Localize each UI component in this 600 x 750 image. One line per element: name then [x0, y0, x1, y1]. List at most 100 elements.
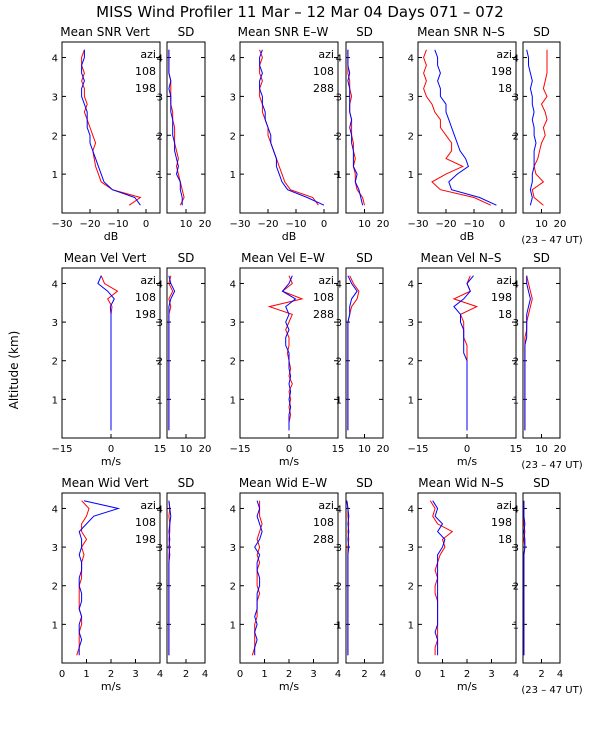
x-tick-label: 20 — [554, 444, 567, 455]
x-tick-label: 4 — [202, 669, 208, 680]
legend-title: azi — [496, 499, 512, 512]
x-tick-label: 0 — [286, 444, 292, 455]
legend-entry-red: 108 — [135, 65, 156, 78]
y-tick-label: 2 — [230, 357, 236, 368]
y-tick-label: 4 — [336, 279, 342, 290]
y-tick-label: 3 — [336, 543, 342, 554]
x-tick-label: 3 — [488, 669, 494, 680]
legend-entry-red: 198 — [491, 65, 512, 78]
y-tick-label: 4 — [157, 54, 163, 65]
series-line-288 — [254, 500, 263, 656]
panel-title: Mean SNR E–W — [238, 25, 329, 39]
y-tick-label: 4 — [157, 504, 163, 515]
y-tick-label: 1 — [52, 395, 58, 406]
wid-mean-panel-2: Mean Wid N–S 1 2 3 4 0 1 2 3 4 m/s azi 198 18 — [408, 476, 520, 693]
plot-frame — [345, 267, 384, 439]
legend-entry-red: 108 — [313, 291, 334, 304]
plot-frame — [417, 41, 517, 214]
x-tick-label: 20 — [199, 444, 212, 455]
panel-title: Mean Wid N–S — [418, 476, 503, 490]
series-line-108 — [76, 500, 90, 656]
series-line-288 — [347, 275, 358, 431]
y-tick-label: 2 — [52, 357, 58, 368]
x-tick-label: 0 — [464, 444, 470, 455]
series-line-18 — [432, 500, 446, 656]
y-tick-label: 4 — [230, 279, 236, 290]
y-tick-label: 1 — [336, 170, 342, 181]
x-tick-label: 2 — [183, 669, 189, 680]
legend-entry-red: 108 — [135, 516, 156, 529]
y-tick-label: 1 — [157, 620, 163, 631]
y-tick-label: 4 — [52, 279, 58, 290]
y-tick-label: 2 — [336, 131, 342, 142]
row-wid: Mean Wid Vert 1 2 3 4 0 1 2 3 4 m/s azi 108 198 SD 1 2 3 4… — [52, 476, 583, 696]
y-tick-label: 4 — [157, 279, 163, 290]
x-tick-label: 0 — [415, 669, 421, 680]
panel-title: Mean Vel Vert — [64, 251, 147, 265]
x-tick-label: 0 — [108, 444, 114, 455]
sd-title: SD — [356, 251, 373, 265]
y-tick-label: 3 — [513, 92, 519, 103]
vel-sd-panel-1: SD 1 2 3 4 10 20 — [336, 251, 390, 455]
time-range-note: (23 – 47 UT) — [521, 460, 582, 471]
legend-entry-blue: 288 — [313, 82, 334, 95]
legend-title: azi — [318, 499, 334, 512]
x-tick-label: −20 — [79, 219, 100, 230]
x-tick-label: −20 — [257, 219, 278, 230]
x-tick-label: 2 — [108, 669, 114, 680]
x-tick-label: 10 — [180, 219, 193, 230]
vel-mean-panel-1: Mean Vel E–W 1 2 3 4 −15 0 15 m/s azi 108 288 — [229, 251, 344, 468]
y-tick-label: 1 — [52, 620, 58, 631]
x-tick-label: −30 — [51, 219, 72, 230]
y-tick-label: 1 — [230, 395, 236, 406]
series-line-108 — [347, 49, 365, 206]
snr-mean-panel-2: Mean SNR N–S 1 2 3 4 −30 −20 −10 0 dB azi 198 18 — [407, 25, 517, 243]
x-axis-label: m/s — [279, 680, 299, 693]
x-tick-label: −15 — [407, 444, 428, 455]
x-axis-label: m/s — [101, 680, 121, 693]
x-tick-label: −30 — [407, 219, 428, 230]
y-tick-label: 4 — [408, 54, 414, 65]
y-tick-label: 2 — [513, 357, 519, 368]
y-tick-label: 2 — [513, 131, 519, 142]
y-tick-label: 3 — [513, 318, 519, 329]
x-tick-label: 0 — [499, 219, 505, 230]
series-line-108 — [267, 275, 304, 431]
x-tick-label: 10 — [535, 219, 548, 230]
x-tick-label: 2 — [286, 669, 292, 680]
series-line-198 — [524, 275, 533, 431]
x-tick-label: 10 — [535, 444, 548, 455]
y-tick-label: 3 — [230, 318, 236, 329]
panel-title: Mean SNR Vert — [60, 25, 150, 39]
y-tick-label: 2 — [408, 582, 414, 593]
x-tick-label: 0 — [237, 669, 243, 680]
y-tick-label: 1 — [336, 395, 342, 406]
legend-entry-blue: 18 — [498, 308, 512, 321]
panel-title: Mean SNR N–S — [417, 25, 505, 39]
vel-sd-panel-0: SD 1 2 3 4 10 20 — [157, 251, 212, 455]
plot-frame — [239, 41, 339, 214]
series-line-198 — [97, 275, 115, 431]
legend-title: azi — [318, 48, 334, 61]
panel-title: Mean Wid Vert — [61, 476, 148, 490]
y-tick-label: 4 — [336, 54, 342, 65]
y-tick-label: 2 — [336, 582, 342, 593]
x-tick-label: 4 — [513, 669, 519, 680]
series-line-18 — [524, 275, 531, 431]
x-tick-label: 15 — [154, 444, 167, 455]
y-tick-label: 1 — [230, 170, 236, 181]
x-tick-label: −10 — [285, 219, 306, 230]
series-line-108 — [100, 275, 119, 431]
y-tick-label: 3 — [408, 318, 414, 329]
legend-title: azi — [318, 274, 334, 287]
x-tick-label: 20 — [377, 219, 390, 230]
plot-frame — [522, 267, 561, 439]
y-tick-label: 2 — [230, 582, 236, 593]
sd-title: SD — [533, 476, 550, 490]
y-tick-label: 1 — [408, 170, 414, 181]
series-line-108 — [251, 500, 263, 656]
legend-entry-blue: 198 — [135, 533, 156, 546]
x-tick-label: 1 — [261, 669, 267, 680]
series-line-108 — [81, 49, 142, 206]
series-line-198 — [429, 500, 454, 656]
